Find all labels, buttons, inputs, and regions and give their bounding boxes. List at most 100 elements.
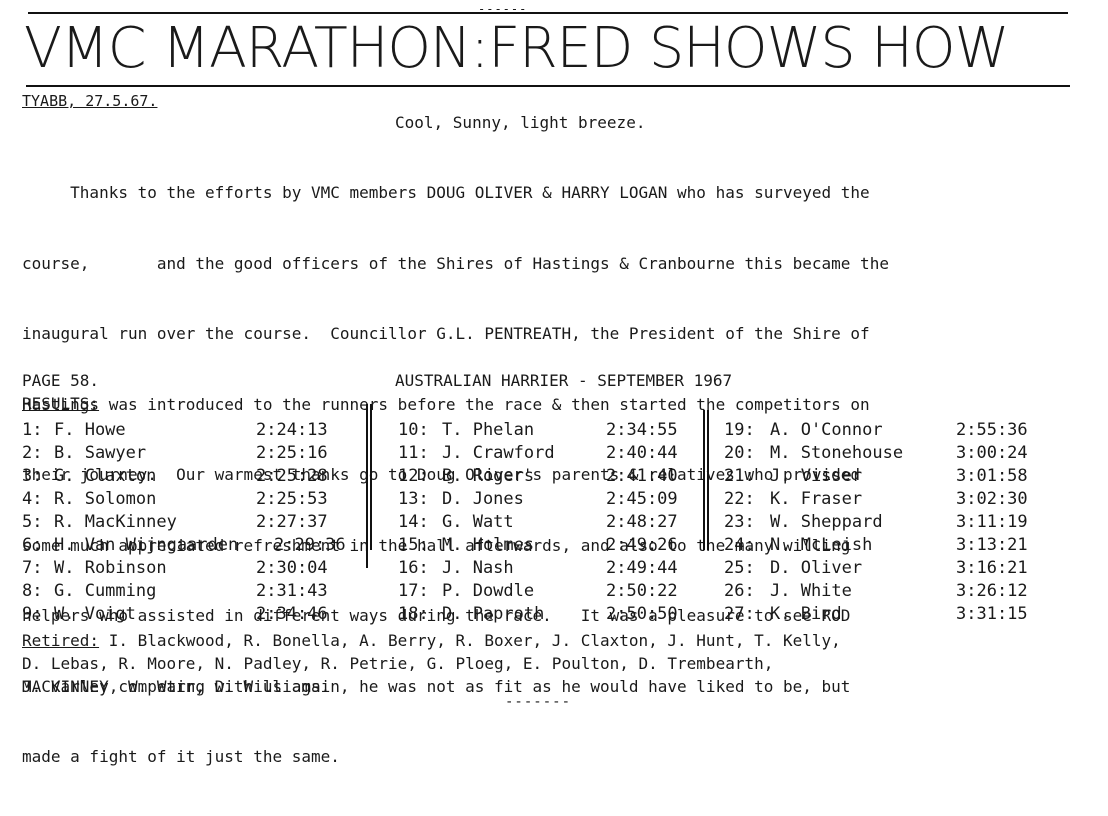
finish-time: 2:50:22 — [606, 581, 678, 601]
article-title: VMC MARATHON:FRED SHOWS HOW — [24, 16, 1009, 81]
result-position: 19: — [724, 420, 755, 440]
title-underline — [26, 85, 1070, 87]
finish-time: 2:50:50 — [606, 604, 678, 624]
result-position: 24: — [724, 535, 755, 555]
runner-name: D. Paproth — [442, 604, 545, 624]
result-row: 3: G. Claxton 2:25:28 — [22, 465, 367, 488]
report-line: Thanks to the efforts by VMC members DOU… — [22, 183, 870, 202]
result-row: 8: G. Cumming 2:31:43 — [22, 580, 367, 603]
weather-line: Cool, Sunny, light breeze. — [395, 113, 646, 132]
result-row: 26: J. White 3:26:12 — [724, 580, 1044, 603]
report-line: inaugural run over the course. Councillo… — [22, 324, 870, 343]
result-row: 14: G. Watt 2:48:27 — [398, 511, 698, 534]
finish-time: 3:00:24 — [956, 443, 1028, 463]
result-position: 11: — [398, 443, 429, 463]
results-column-2: 10: T. Phelan 2:34:55 11: J. Crawford 2:40:4… — [398, 419, 698, 626]
finish-time: 2:25:53 — [256, 489, 328, 509]
finish-time: 3:31:15 — [956, 604, 1028, 624]
dateline: TYABB, 27.5.67. — [22, 92, 158, 110]
runner-name: R. Solomon — [54, 489, 157, 509]
result-position: 20: — [724, 443, 755, 463]
result-row: 12: B. Rogers 2:41:40 — [398, 465, 698, 488]
result-position: 7: — [22, 558, 43, 578]
runner-name: T. Phelan — [442, 420, 535, 440]
result-row: 2: B. Sawyer 2:25:16 — [22, 442, 367, 465]
publication-header: AUSTRALIAN HARRIER - SEPTEMBER 1967 — [395, 371, 733, 390]
result-position: 8: — [22, 581, 43, 601]
runner-name: R. MacKinney — [54, 512, 177, 532]
results-column-1: 1: F. Howe 2:24:13 2: B. Sawyer 2:25:16 3: G.… — [22, 419, 367, 626]
results-heading: RESULTS: — [22, 394, 100, 413]
result-position: 14: — [398, 512, 429, 532]
finish-time: 2:25:16 — [256, 443, 328, 463]
report-line: made a fight of it just the same. — [22, 747, 340, 766]
retired-label: Retired: — [22, 631, 100, 650]
result-position: 4: — [22, 489, 43, 509]
runner-name: G. Claxton — [54, 466, 157, 486]
result-row: 16: J. Nash 2:49:44 — [398, 557, 698, 580]
runner-name: K. Fraser — [770, 489, 863, 509]
result-row: 1: F. Howe 2:24:13 — [22, 419, 367, 442]
runner-name: D. Jones — [442, 489, 524, 509]
runner-name: J. White — [770, 581, 852, 601]
result-row: 24: N. McLeish 3:13:21 — [724, 534, 1044, 557]
top-rule — [28, 12, 1068, 14]
result-position: 6: — [22, 535, 43, 555]
result-row: 20: M. Stonehouse 3:00:24 — [724, 442, 1044, 465]
runner-name: D. Oliver — [770, 558, 863, 578]
report-line: their journey. Our warmest thanks go to … — [22, 465, 861, 484]
report-line: course, and the good officers of the Shi… — [22, 253, 889, 273]
runner-name: W. Voigt — [54, 604, 136, 624]
finish-time: 3:11:19 — [956, 512, 1028, 532]
result-position: 3: — [22, 466, 43, 486]
finish-time: 2:34:55 — [606, 420, 678, 440]
report-line: helpers who assisted in different ways d… — [22, 606, 851, 625]
retired-list: Retired: I. Blackwood, R. Bonella, A. Be… — [22, 629, 1092, 698]
finish-time: 2:49:26 — [606, 535, 678, 555]
report-body: Thanks to the efforts by VMC members DOU… — [22, 134, 1092, 816]
results-column-3: 19: A. O'Connor 2:55:36 20: M. Stonehouse 3:… — [724, 419, 1044, 626]
result-row: 18: D. Paproth 2:50:50 — [398, 603, 698, 626]
finish-time: 3:02:30 — [956, 489, 1028, 509]
result-position: 22: — [724, 489, 755, 509]
retired-names: I. Blackwood, R. Bonella, A. Berry, R. B… — [99, 631, 841, 650]
finish-time: 2:40:44 — [606, 443, 678, 463]
column-divider — [370, 404, 372, 550]
finish-time: 3:26:12 — [956, 581, 1028, 601]
result-row: 13: D. Jones 2:45:09 — [398, 488, 698, 511]
result-row: 5: R. MacKinney 2:27:37 — [22, 511, 367, 534]
result-position: 18: — [398, 604, 429, 624]
runner-name: P. Dowdle — [442, 581, 535, 601]
finish-time: 3:16:21 — [956, 558, 1028, 578]
column-divider — [366, 404, 368, 568]
report-line: Hastings was introduced to the runners b… — [22, 394, 870, 414]
retired-names: D. Lebas, R. Moore, N. Padley, R. Petrie… — [22, 654, 774, 673]
result-position: 2: — [22, 443, 43, 463]
result-row: 23: W. Sheppard 3:11:19 — [724, 511, 1044, 534]
column-divider — [703, 410, 705, 550]
retired-names: J. Varley, W. Warr, D. Williams. — [22, 677, 331, 696]
result-position: 5: — [22, 512, 43, 532]
finish-time: 2:31:43 — [256, 581, 328, 601]
finish-time: 3:13:21 — [956, 535, 1028, 555]
result-row: 25: D. Oliver 3:16:21 — [724, 557, 1044, 580]
runner-name: M. Stonehouse — [770, 443, 904, 463]
runner-name: J. Crawford — [442, 443, 555, 463]
end-dash-mark: ------- — [505, 694, 572, 710]
result-row: 17: P. Dowdle 2:50:22 — [398, 580, 698, 603]
finish-time: 3:01:58 — [956, 466, 1028, 486]
finish-time: 2:25:28 — [256, 466, 328, 486]
runner-name: K. Bird — [770, 604, 842, 624]
result-position: 21: — [724, 466, 755, 486]
result-position: 12: — [398, 466, 429, 486]
finish-time: 2:48:27 — [606, 512, 678, 532]
retired-line: Retired: I. Blackwood, R. Bonella, A. Be… — [22, 629, 1092, 652]
finish-time: 2:55:36 — [956, 420, 1028, 440]
runner-name: W. Sheppard — [770, 512, 883, 532]
result-position: 23: — [724, 512, 755, 532]
result-position: 13: — [398, 489, 429, 509]
runner-name: J. Nash — [442, 558, 514, 578]
finish-time: 2:27:37 — [256, 512, 328, 532]
result-row: 6: H. Van Wijngaarden 2:29:36 — [22, 534, 367, 557]
result-position: 27: — [724, 604, 755, 624]
